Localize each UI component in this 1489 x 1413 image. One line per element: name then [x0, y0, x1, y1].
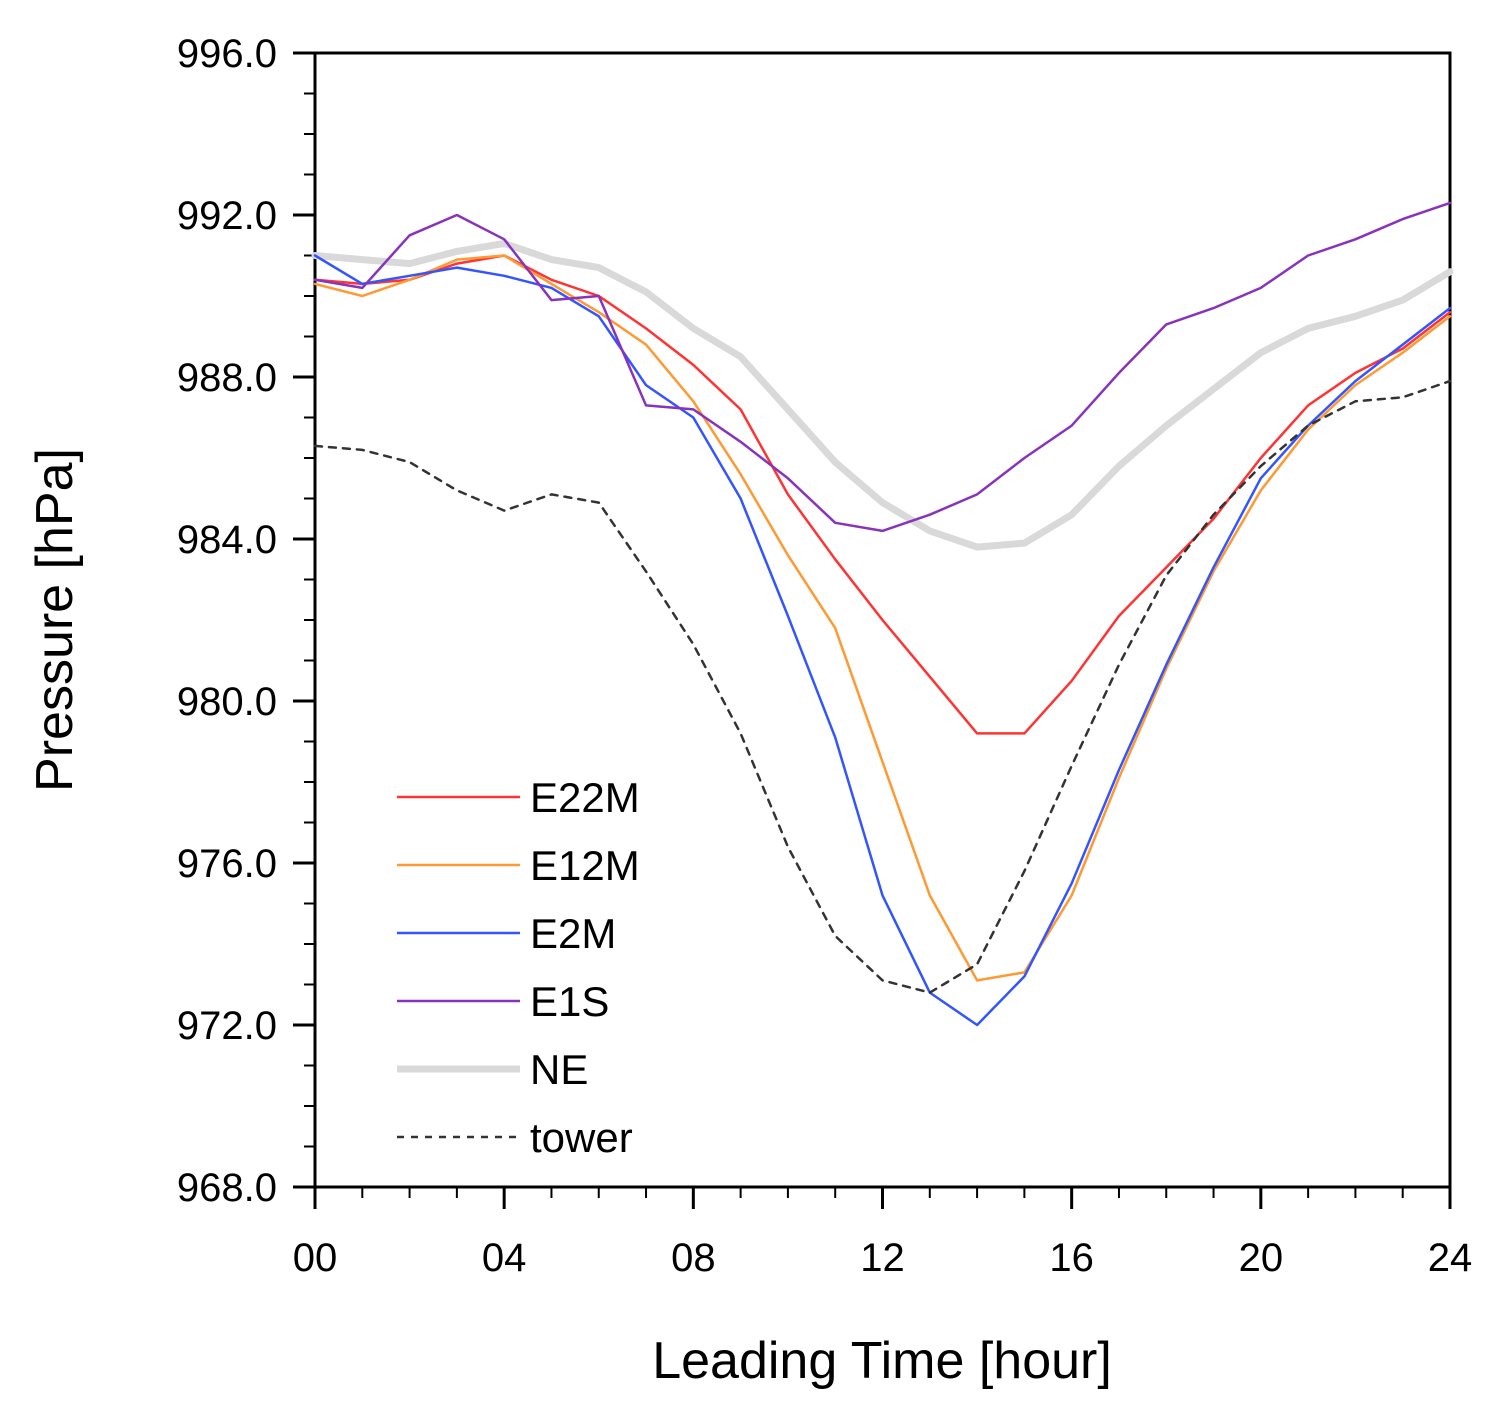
y-tick-label: 980.0	[177, 680, 277, 724]
series-line-tower	[313, 379, 1452, 994]
y-axis-title: Pressure [hPa]	[26, 448, 84, 792]
y-tick-label: 988.0	[177, 356, 277, 400]
y-tick-label: 976.0	[177, 842, 277, 886]
x-tick-label: 00	[293, 1236, 338, 1280]
x-axis-title: Leading Time [hour]	[652, 1332, 1112, 1390]
x-tick-labels: 00 04 08 12 16 20 24	[293, 1236, 1473, 1280]
y-tick-label: 984.0	[177, 518, 277, 562]
minor-ticks	[304, 92, 1404, 1198]
legend-label-e22m: E22M	[530, 774, 640, 821]
series-line-e12m	[313, 254, 1452, 982]
series-line-e22m	[313, 254, 1452, 735]
legend-label-tower: tower	[530, 1114, 633, 1161]
x-tick-label: 04	[482, 1236, 527, 1280]
x-tick-label: 20	[1239, 1236, 1284, 1280]
y-tick-label: 996.0	[177, 32, 277, 76]
series-line-e1s	[313, 201, 1452, 533]
legend-label-e1s: E1S	[530, 978, 609, 1025]
x-tick-label: 08	[671, 1236, 716, 1280]
legend-label-ne: NE	[530, 1046, 588, 1093]
major-ticks	[293, 51, 1452, 1209]
series-lines	[311, 201, 1454, 1027]
legend: E22M E12M E2M E1S NE tower	[397, 774, 640, 1161]
legend-label-e2m: E2M	[530, 910, 616, 957]
legend-label-e12m: E12M	[530, 842, 640, 889]
series-line-e2m	[313, 254, 1452, 1027]
y-tick-label: 992.0	[177, 194, 277, 238]
y-tick-label: 968.0	[177, 1166, 277, 1210]
x-tick-label: 16	[1049, 1236, 1094, 1280]
y-tick-labels: 968.0 972.0 976.0 980.0 984.0 988.0 992.0 996.0	[177, 32, 277, 1210]
x-tick-label: 12	[860, 1236, 905, 1280]
x-tick-label: 24	[1428, 1236, 1473, 1280]
y-tick-label: 972.0	[177, 1004, 277, 1048]
series-line-ne	[311, 239, 1454, 551]
